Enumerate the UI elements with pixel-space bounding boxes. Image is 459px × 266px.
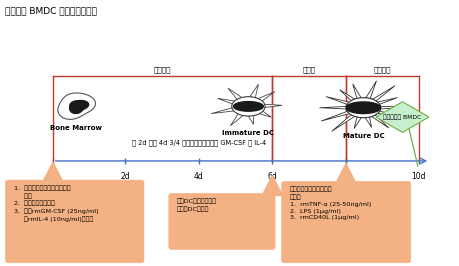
Text: 加入以下任意一种成熟诱
导剂：
1.  rmTNF-α (25-50ng/ml)
2.  LPS (1μg/ml)
3.  rmCD40L (1μg/ml): 加入以下任意一种成熟诱 导剂： 1. rmTNF-α (25-50ng/ml) …	[289, 187, 370, 221]
Text: Immature DC: Immature DC	[222, 130, 274, 136]
Polygon shape	[346, 98, 380, 118]
Polygon shape	[375, 98, 397, 105]
Polygon shape	[230, 113, 243, 126]
Text: Bone Marrow: Bone Marrow	[50, 125, 102, 131]
Polygon shape	[257, 110, 271, 117]
Polygon shape	[378, 106, 412, 109]
Polygon shape	[233, 102, 263, 111]
Text: 2d: 2d	[120, 172, 129, 181]
Polygon shape	[227, 88, 242, 100]
Polygon shape	[331, 114, 355, 131]
Polygon shape	[319, 106, 347, 109]
Text: 获得成熟的 BMDC: 获得成熟的 BMDC	[383, 114, 420, 120]
Polygon shape	[346, 102, 380, 114]
Polygon shape	[375, 110, 408, 120]
Text: 『经典的 BMDC 制备方法简图』: 『经典的 BMDC 制备方法简图』	[5, 7, 96, 16]
Polygon shape	[247, 115, 253, 124]
Text: 收集DC，重新輺板，
以促进DC更成熟: 收集DC，重新輺板， 以促进DC更成熟	[177, 199, 217, 212]
Text: Mature DC: Mature DC	[342, 133, 383, 139]
Polygon shape	[257, 92, 274, 102]
Polygon shape	[325, 97, 350, 105]
Text: 完全成熟: 完全成熟	[373, 66, 390, 73]
Polygon shape	[346, 98, 380, 118]
Polygon shape	[263, 104, 281, 108]
Polygon shape	[375, 102, 428, 132]
Polygon shape	[364, 116, 371, 127]
Polygon shape	[58, 93, 95, 119]
Text: 8d: 8d	[341, 172, 350, 181]
Polygon shape	[217, 98, 235, 105]
Text: 1.  小鼠断颈处死，取股骨和胫
     骨；
2.  分离骨髄并弃血；
3.  加入rmGM-CSF (25ng/ml)
     和rmIL-4 (10n: 1. 小鼠断颈处死，取股骨和胫 骨； 2. 分离骨髄并弃血； 3. 加入rmGM…	[14, 185, 98, 222]
Text: 4d: 4d	[193, 172, 203, 181]
Polygon shape	[353, 116, 361, 128]
Polygon shape	[211, 107, 235, 114]
Text: 10d: 10d	[410, 172, 425, 181]
Text: 6d: 6d	[267, 172, 277, 181]
Text: 诱导分化: 诱导分化	[153, 66, 171, 73]
FancyBboxPatch shape	[168, 193, 274, 250]
Polygon shape	[262, 176, 282, 196]
Polygon shape	[231, 97, 264, 116]
Text: 0d: 0d	[48, 172, 58, 181]
FancyBboxPatch shape	[6, 180, 144, 263]
Polygon shape	[370, 114, 388, 128]
Polygon shape	[43, 162, 63, 182]
Polygon shape	[69, 101, 89, 113]
Polygon shape	[335, 164, 355, 184]
Polygon shape	[231, 97, 264, 116]
Polygon shape	[371, 86, 394, 102]
Polygon shape	[320, 111, 350, 121]
Polygon shape	[249, 84, 258, 98]
Text: 再輺板: 再輺板	[302, 66, 315, 73]
Polygon shape	[352, 84, 361, 99]
Polygon shape	[339, 90, 355, 101]
Polygon shape	[364, 81, 376, 99]
FancyBboxPatch shape	[281, 181, 410, 263]
Text: 第 2d 和第 4d 3/4 量换液，并补加足量 GM-CSF 和 IL-4: 第 2d 和第 4d 3/4 量换液，并补加足量 GM-CSF 和 IL-4	[132, 140, 266, 146]
